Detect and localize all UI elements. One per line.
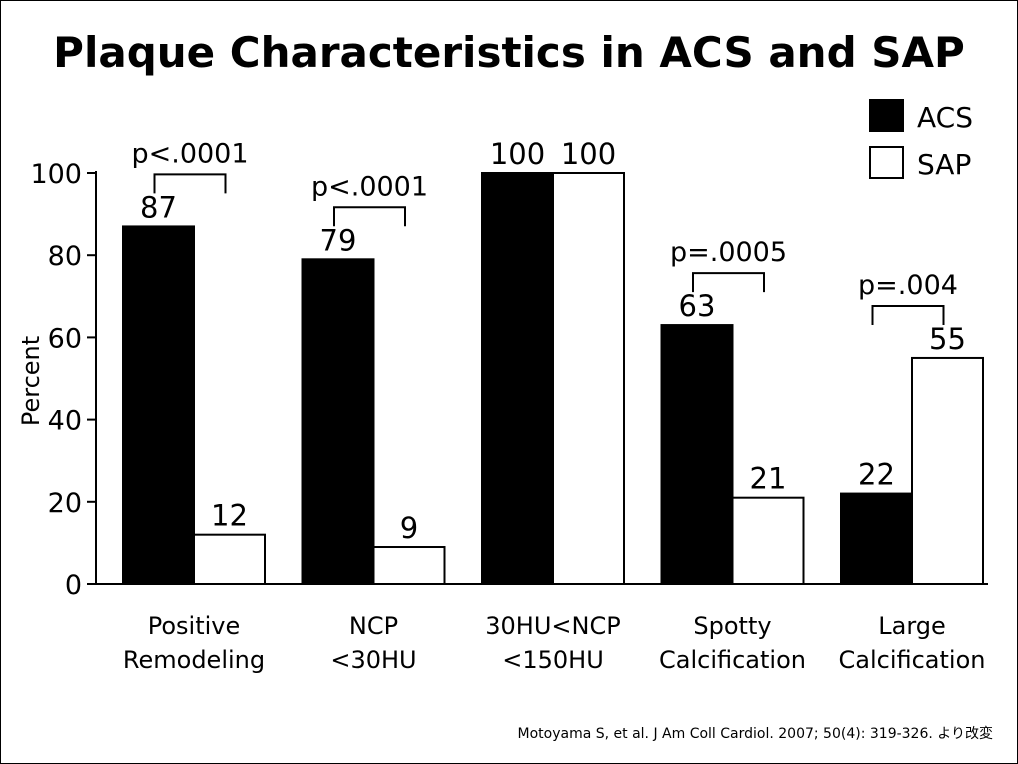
pvalue-bracket bbox=[692, 272, 765, 293]
bars bbox=[122, 172, 984, 586]
bar-acs bbox=[301, 258, 375, 585]
data-label-sap: 9 bbox=[400, 511, 418, 545]
category-label: <30HU bbox=[330, 646, 416, 674]
y-tick-label: 20 bbox=[48, 488, 82, 519]
category-label: Large bbox=[878, 612, 946, 640]
chart-title: Plaque Characteristics in ACS and SAP bbox=[53, 28, 965, 77]
y-tick-label: 0 bbox=[65, 570, 82, 601]
data-labels: 87 12 79 9 100 100 63 21 22 55 bbox=[140, 137, 966, 545]
y-tick-label: 100 bbox=[30, 159, 82, 190]
bar-sap bbox=[911, 356, 984, 586]
category-label: NCP bbox=[349, 612, 398, 640]
bar-sap bbox=[193, 533, 266, 585]
bar-sap bbox=[372, 546, 446, 586]
bar-acs bbox=[660, 324, 734, 585]
bar-sap bbox=[731, 496, 805, 585]
legend: ACS SAP bbox=[869, 99, 973, 181]
legend-swatch-sap bbox=[869, 146, 904, 179]
x-axis-categories: Positive Remodeling NCP <30HU 30HU<NCP <150HU… bbox=[123, 612, 986, 674]
pvalue-bracket bbox=[153, 173, 227, 194]
bar-sap bbox=[552, 172, 625, 585]
category-label: <150HU bbox=[502, 646, 604, 674]
category-label: Remodeling bbox=[123, 646, 265, 674]
data-label-sap: 55 bbox=[929, 322, 966, 356]
bar-acs bbox=[481, 172, 554, 585]
data-label-acs: 22 bbox=[858, 458, 895, 492]
category-label: Calcification bbox=[659, 646, 806, 674]
pvalue-label: p<.0001 bbox=[311, 171, 428, 202]
data-label-acs: 100 bbox=[490, 137, 545, 171]
y-tick-label: 60 bbox=[48, 323, 82, 354]
legend-label-acs: ACS bbox=[917, 101, 973, 134]
category-label: 30HU<NCP bbox=[485, 612, 620, 640]
category-label: Spotty bbox=[693, 612, 771, 640]
pvalue-label: p=.0005 bbox=[670, 237, 787, 268]
data-label-sap: 12 bbox=[211, 499, 248, 533]
pvalue-label: p=.004 bbox=[858, 270, 958, 301]
data-label-acs: 79 bbox=[320, 223, 357, 257]
pvalue-bracket bbox=[333, 206, 406, 227]
data-label-acs: 87 bbox=[140, 190, 177, 224]
legend-label-sap: SAP bbox=[917, 148, 971, 181]
category-label: Positive bbox=[148, 612, 241, 640]
y-tick-label: 40 bbox=[48, 406, 82, 437]
bar-acs bbox=[840, 492, 913, 585]
y-tick-label: 80 bbox=[48, 241, 82, 272]
data-label-sap: 100 bbox=[561, 137, 616, 171]
data-label-sap: 21 bbox=[750, 462, 787, 496]
category-label: Calcification bbox=[839, 646, 986, 674]
pvalue-annotations: p<.0001 p<.0001 p=.0005 p=.004 bbox=[131, 138, 958, 325]
source-citation: Motoyama S, et al. J Am Coll Cardiol. 20… bbox=[518, 725, 993, 742]
pvalue-label: p<.0001 bbox=[131, 138, 248, 169]
legend-swatch-acs bbox=[869, 99, 904, 132]
data-label-acs: 63 bbox=[679, 289, 716, 323]
pvalue-bracket bbox=[871, 304, 945, 325]
y-axis-label: Percent bbox=[17, 336, 45, 426]
bar-acs bbox=[122, 225, 195, 585]
